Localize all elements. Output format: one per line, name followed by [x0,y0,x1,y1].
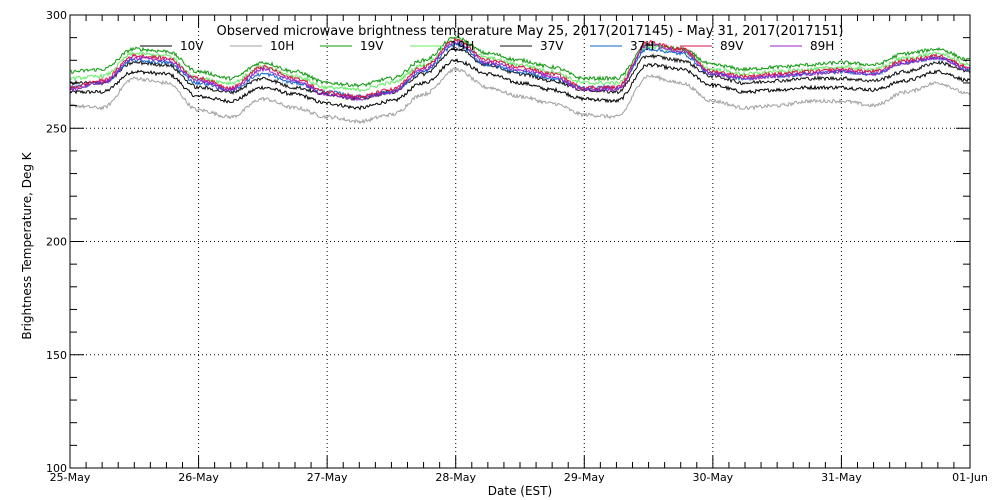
x-tick-label: 26-May [178,471,219,484]
series-line-10v [69,58,971,111]
series-line-10h [69,66,971,125]
legend-label: 10V [180,39,204,53]
y-axis-label: Brightness Temperature, Deg K [20,151,34,339]
series-line-19h [69,37,971,93]
y-tick-label: 300 [46,9,67,22]
x-tick-label: 01-Jun [952,471,988,484]
x-axis-label: Date (EST) [488,484,552,498]
x-tick-label: 31-May [821,471,862,484]
legend-label: 19V [360,39,384,53]
x-tick-label: 28-May [435,471,476,484]
series-lines [69,35,971,125]
x-tick-label: 29-May [564,471,605,484]
x-tick-label: 25-May [50,471,91,484]
legend: 10V 10H 19V 19H 37V 37H 89V 89H [140,39,834,53]
axis-tick-labels: 100 150 200 250 300 25-May 26-May 27-May 28-May 2… [46,9,988,484]
series-line-37v [69,46,971,102]
chart-title: Observed microwave brightness temperatur… [217,24,844,39]
series-line-89h [69,40,971,102]
y-tick-label: 150 [46,349,67,362]
series-line-19v [69,35,971,89]
axis-ticks [69,14,971,469]
legend-label: 89H [810,39,834,53]
legend-label: 10H [270,39,294,53]
x-tick-label: 30-May [692,471,733,484]
y-tick-label: 200 [46,236,67,249]
legend-label: 37V [540,39,564,53]
legend-label: 19H [450,39,474,53]
legend-label: 89V [720,39,744,53]
y-tick-label: 100 [46,462,67,475]
legend-label: 37H [630,39,654,53]
x-tick-label: 27-May [307,471,348,484]
y-tick-label: 250 [46,122,67,135]
